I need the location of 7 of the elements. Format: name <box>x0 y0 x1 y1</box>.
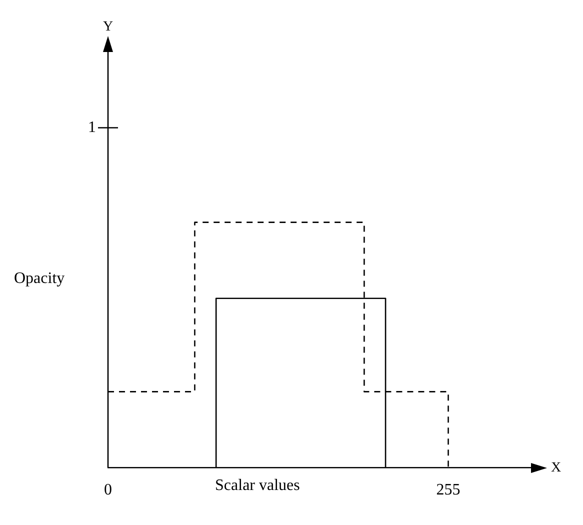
text: X <box>551 460 562 476</box>
x-axis-title: Scalar values <box>215 477 300 494</box>
text: Y <box>102 20 114 35</box>
x-tick-label: 0 <box>104 482 112 499</box>
text: 1 <box>88 118 96 136</box>
x-tick-label: 255 <box>436 482 460 499</box>
y-axis-title: Opacity <box>14 270 65 288</box>
